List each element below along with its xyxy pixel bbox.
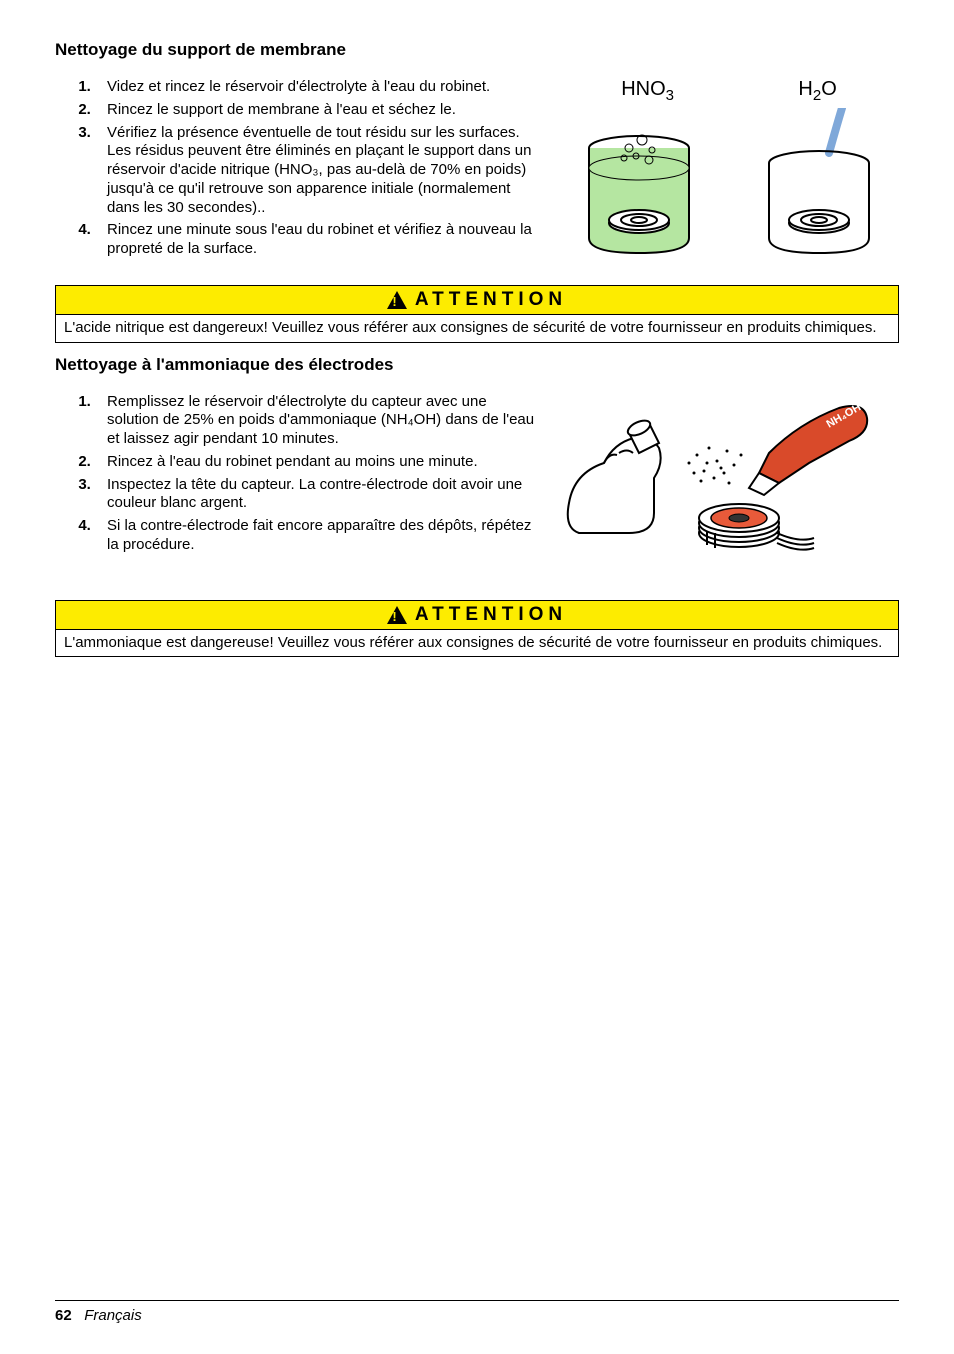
beaker-h2o-icon [754, 108, 884, 258]
list-item: Rincez à l'eau du robinet pendant au moi… [95, 453, 539, 472]
list-item: Inspectez la tête du capteur. La contre-… [95, 476, 539, 514]
section1-figure: HNO3 H2O [559, 78, 899, 263]
warning2-body: L'ammoniaque est dangereuse! Veuillez vo… [56, 630, 898, 657]
warning1-title: ATTENTION [415, 289, 567, 311]
spray-icon [688, 446, 743, 484]
list-item: Remplissez le réservoir d'électrolyte du… [95, 393, 539, 449]
section2-body: Remplissez le réservoir d'électrolyte du… [55, 393, 899, 578]
sensor-head-icon [699, 504, 814, 550]
warning1-body: L'acide nitrique est dangereux! Veuillez… [56, 315, 898, 342]
warning-triangle-icon: ! [387, 606, 407, 624]
beaker-hno3-icon [574, 108, 704, 258]
section2-heading: Nettoyage à l'ammoniaque des électrodes [55, 355, 899, 375]
list-item: Rincez le support de membrane à l'eau et… [95, 101, 539, 120]
label-h2o: H2O [798, 78, 836, 104]
list-item: Rincez une minute sous l'eau du robinet … [95, 221, 539, 259]
section2-figure: NH₄OH [559, 393, 899, 578]
page-footer: 62 Français [55, 1300, 899, 1324]
warning-triangle-icon: ! [387, 291, 407, 309]
page-language: Français [84, 1307, 142, 1324]
warning2-header: ! ATTENTION [56, 601, 898, 630]
list-item: Si la contre-électrode fait encore appar… [95, 517, 539, 555]
label-hno3: HNO3 [621, 78, 674, 104]
warning2-box: ! ATTENTION L'ammoniaque est dangereuse!… [55, 600, 899, 658]
svg-text:!: ! [392, 294, 401, 309]
warning1-header: ! ATTENTION [56, 286, 898, 315]
section1-steps: Videz et rincez le réservoir d'électroly… [55, 78, 539, 259]
section1-body: Videz et rincez le réservoir d'électroly… [55, 78, 899, 263]
hand-sensor-icon [568, 417, 661, 533]
list-item: Videz et rincez le réservoir d'électroly… [95, 78, 539, 97]
bottle-icon: NH₄OH [749, 401, 867, 495]
page-number: 62 [55, 1307, 72, 1324]
svg-text:!: ! [392, 609, 401, 624]
list-item: Vérifiez la présence éventuelle de tout … [95, 124, 539, 218]
section2-steps: Remplissez le réservoir d'électrolyte du… [55, 393, 539, 555]
warning1-box: ! ATTENTION L'acide nitrique est dangere… [55, 285, 899, 343]
section1-heading: Nettoyage du support de membrane [55, 40, 899, 60]
warning2-title: ATTENTION [415, 604, 567, 626]
